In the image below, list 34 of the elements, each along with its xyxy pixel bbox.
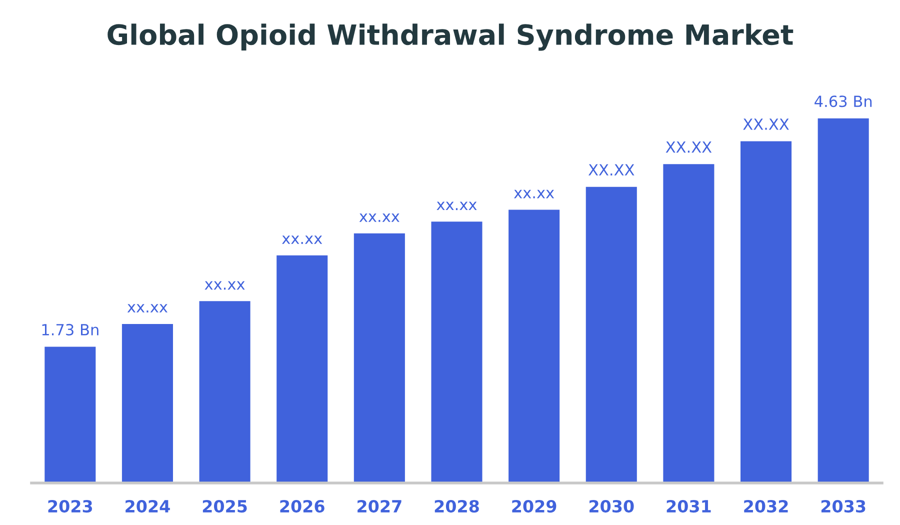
bar — [818, 118, 869, 483]
data-label: 4.63 Bn — [814, 96, 872, 108]
chart-title: Global Opioid Withdrawal Syndrome Market — [108, 24, 794, 51]
x-tick-label: 2026 — [280, 500, 324, 513]
bar — [740, 141, 792, 483]
data-label: XX.XX — [588, 164, 634, 176]
bar — [44, 346, 96, 483]
bar — [354, 233, 405, 483]
data-label: xx.xx — [127, 304, 168, 312]
data-label: 1.73 Bn — [42, 324, 98, 336]
data-label: xx.xx — [514, 190, 554, 198]
bar — [663, 164, 714, 483]
x-tick-label: 2029 — [512, 500, 556, 513]
x-tick-label: 2023 — [48, 500, 92, 513]
x-tick-label: 2028 — [434, 500, 479, 513]
bar — [508, 210, 560, 483]
data-label: XX.XX — [743, 118, 789, 130]
x-tick-label: 2024 — [126, 500, 170, 513]
bar — [276, 255, 328, 483]
x-tick-label: 2031 — [666, 500, 711, 513]
bar — [431, 222, 482, 483]
x-tick-label: 2025 — [202, 500, 247, 513]
data-label: xx.xx — [436, 202, 477, 210]
bar — [199, 301, 250, 483]
data-label: xx.xx — [359, 214, 400, 222]
x-tick-label: 2033 — [821, 500, 866, 513]
data-label: XX.XX — [666, 141, 712, 153]
data-label: xx.xx — [282, 236, 322, 244]
x-tick-label: 2027 — [358, 500, 402, 513]
x-tick-label: 2032 — [744, 500, 788, 513]
x-tick-label: 2030 — [590, 500, 634, 513]
bar — [122, 324, 173, 483]
bar — [586, 186, 637, 483]
data-label: xx.xx — [204, 281, 245, 290]
